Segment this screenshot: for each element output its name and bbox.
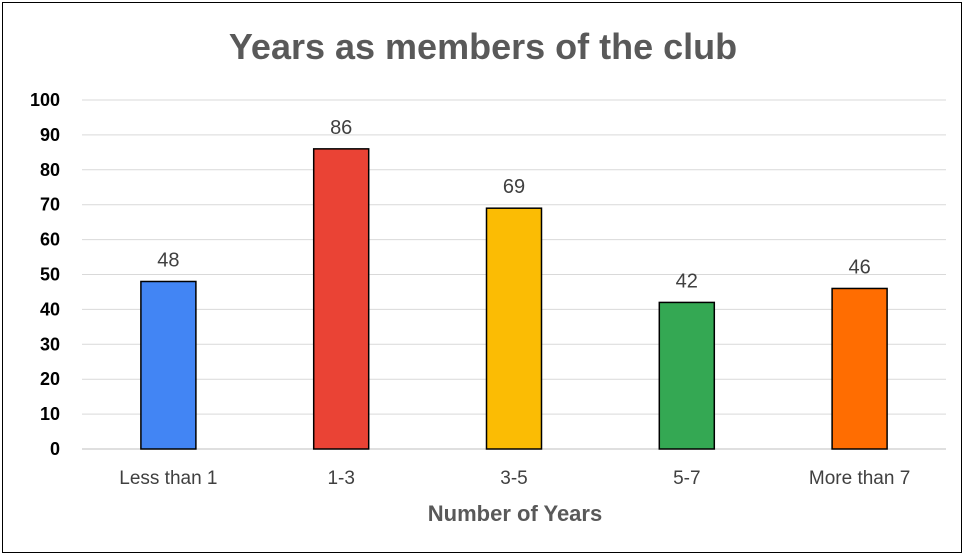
chart-title: Years as members of the club [228, 26, 738, 67]
x-axis-label: Number of Years [428, 501, 602, 526]
y-axis-ticks: 0 10 20 30 40 50 60 70 80 90 100 [30, 90, 60, 459]
x-axis-ticks: Less than 1 1-3 3-5 5-7 More than 7 [119, 468, 910, 489]
y-tick-label: 30 [40, 334, 60, 354]
bar [140, 280, 197, 450]
data-label: 69 [503, 176, 525, 198]
bar [658, 301, 716, 450]
y-tick-label: 20 [40, 369, 60, 389]
bar [485, 207, 543, 450]
data-label: 42 [676, 270, 698, 292]
data-label: 46 [848, 256, 870, 278]
y-tick-label: 50 [40, 265, 60, 285]
y-tick-label: 100 [30, 90, 60, 110]
bars [140, 148, 888, 450]
x-tick-label: 1-3 [327, 468, 354, 489]
y-tick-label: 10 [40, 404, 60, 424]
y-tick-label: 90 [40, 125, 60, 145]
data-label: 48 [157, 249, 179, 271]
bar [312, 148, 370, 450]
y-tick-label: 70 [40, 195, 60, 215]
x-tick-label: 3-5 [500, 468, 527, 489]
data-label: 86 [330, 117, 352, 139]
x-tick-label: Less than 1 [119, 468, 217, 489]
y-tick-label: 40 [40, 299, 60, 319]
data-labels: 48 86 69 42 46 [157, 117, 870, 293]
x-tick-label: More than 7 [809, 468, 910, 489]
y-tick-label: 60 [40, 230, 60, 250]
y-tick-label: 0 [50, 439, 60, 459]
bar [831, 287, 888, 450]
x-tick-label: 5-7 [673, 468, 700, 489]
y-tick-label: 80 [40, 160, 60, 180]
